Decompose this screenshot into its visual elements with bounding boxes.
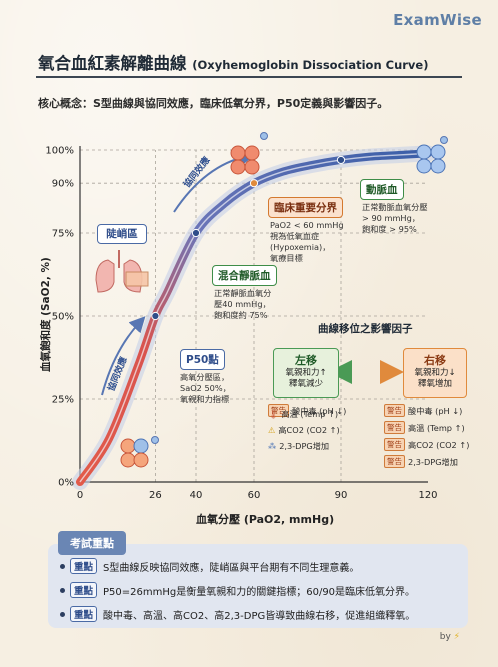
- y-tick-label: 100%: [45, 146, 74, 157]
- molecule-icon: ⁂: [268, 441, 277, 451]
- curve-core: [79, 152, 429, 483]
- warning-icon: ⚠: [268, 425, 276, 435]
- factor-item: 🌡 高溫 (Temp ↑): [268, 408, 339, 420]
- brand-logo: ExamWise: [393, 11, 482, 29]
- y-tick-label: 90%: [52, 179, 74, 190]
- factor-item: 警告 高溫 (Temp ↑): [384, 421, 490, 434]
- factor-item: 警告 酸中毒 (pH ↓): [384, 404, 490, 417]
- key-points-title: 考試重點: [58, 531, 126, 555]
- left-shift-title: 左移: [295, 354, 317, 367]
- left-factors: 警告 酸中毒 (pH ↓) 🌡 高溫 (Temp ↑) ⚠ 高CO2 (CO2 ↑) …: [268, 404, 374, 452]
- key-point-item: 重點 P50=26mmHg是衡量氧親和力的關鍵指標；60/90是臨床低氧分界。: [60, 582, 415, 598]
- chart-axes: [79, 146, 428, 483]
- title-underline: [36, 76, 462, 78]
- factor-item: ⁂ 2,3-DPG增加: [268, 441, 330, 451]
- data-point: [151, 311, 160, 321]
- bullet-icon: [60, 611, 65, 617]
- lightning-icon: ⚡: [453, 632, 460, 642]
- byline: by ⚡: [439, 632, 460, 642]
- page-title: 氧合血紅素解離曲線 (Oxyhemoglobin Dissociation Cu…: [38, 50, 428, 74]
- x-tick-label: 40: [190, 490, 203, 501]
- shift-title: 曲線移位之影響因子: [318, 323, 413, 335]
- callout-arterial: 動脈血 正常動脈血氧分壓 > 90 mmHg， 飽和度 > 95%: [360, 178, 470, 237]
- y-axis-title: 血氧飽和度 (SaO2, %): [40, 257, 52, 372]
- factor-item: 警告 2,3-DPG增加: [384, 455, 490, 468]
- bullet-icon: [60, 587, 65, 593]
- callout-venous: 混合靜脈血 正常靜脈血氧分 壓40 mmHg， 飽和度約 75%: [212, 264, 304, 323]
- hemoglobin-blue-icon: [416, 136, 448, 174]
- x-axis-title: 血氧分壓 (PaO2, mmHg): [196, 513, 335, 526]
- y-tick-label: 0%: [58, 478, 74, 489]
- key-point-item: 重點 酸中毒、高溫、高CO2、高2,3-DPG皆導致曲線右移，促進組織釋氧。: [60, 606, 415, 622]
- core-concept: 核心概念：S型曲線與協同效應，臨床低氧分界，P50定義與影響因子。: [38, 97, 389, 110]
- right-shift-title: 右移: [424, 354, 446, 367]
- y-tick-label: 50%: [52, 312, 74, 323]
- curve-points: [151, 155, 346, 321]
- lower-effect-arrow: [101, 316, 146, 396]
- thermometer-icon: 🌡: [268, 408, 279, 419]
- data-point: [191, 228, 201, 238]
- callout-clinical: 臨床重要分界 PaO2 < 60 mmHg 視為低氧血症 (Hypoxemia)…: [268, 196, 358, 266]
- key-points-panel: [48, 544, 468, 628]
- bullet-icon: [60, 563, 65, 569]
- right-factors: 警告 酸中毒 (pH ↓) 警告 高溫 (Temp ↑) 警告 高CO2 (CO2 ↑…: [384, 404, 490, 468]
- x-tick-label: 26: [149, 490, 162, 501]
- lungs-icon: [95, 250, 149, 293]
- x-tick-label: 60: [248, 490, 261, 501]
- x-tick-label: 120: [418, 490, 437, 501]
- hemoglobin-low-icon: [120, 436, 159, 468]
- callout-steep: 陡峭區: [97, 224, 147, 244]
- data-point: [336, 155, 346, 165]
- right-shift-box: 右移 氧親和力↓ 釋氧增加: [403, 348, 467, 398]
- hemoglobin-red-icon: [230, 132, 268, 175]
- factor-item: ⚠ 高CO2 (CO2 ↑): [268, 425, 340, 435]
- data-point: [249, 179, 259, 188]
- left-shift-box: 左移 氧親和力↑ 釋氧減少: [273, 348, 339, 398]
- tick-labels: 0% 25% 50% 75% 90% 100% 0 26 40 60 90 120: [45, 146, 437, 502]
- x-tick-label: 90: [335, 490, 348, 501]
- title-en: (Oxyhemoglobin Dissociation Curve): [192, 58, 429, 72]
- title-zh: 氧合血紅素解離曲線: [38, 54, 187, 73]
- y-tick-label: 25%: [52, 395, 74, 406]
- factor-item: 警告 酸中毒 (pH ↓): [268, 404, 346, 417]
- x-tick-label: 0: [77, 490, 83, 501]
- factor-item: 警告 高CO2 (CO2 ↑): [384, 438, 490, 451]
- callout-p50: P50點 高氧分壓區， SaO2 50%， 氧親和力指標: [174, 348, 270, 410]
- key-point-item: 重點 S型曲線反映協同效應，陡峭區與平台期有不同生理意義。: [60, 558, 359, 574]
- y-tick-label: 75%: [52, 229, 74, 240]
